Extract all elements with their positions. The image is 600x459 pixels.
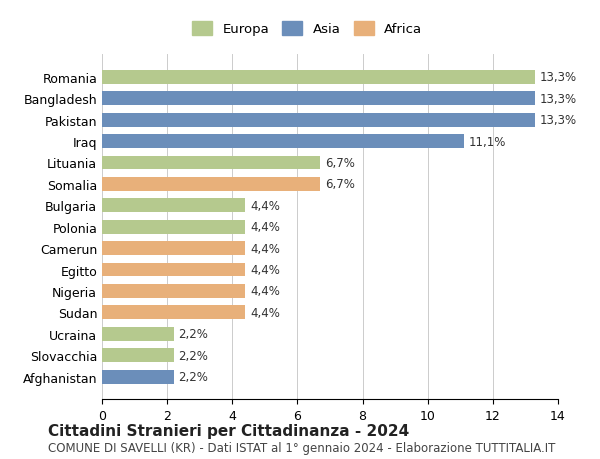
Text: 4,4%: 4,4% <box>250 263 280 276</box>
Text: 4,4%: 4,4% <box>250 221 280 234</box>
Bar <box>102 370 173 384</box>
Bar <box>102 92 535 106</box>
Bar <box>102 178 320 191</box>
Text: 6,7%: 6,7% <box>325 178 355 191</box>
Text: 2,2%: 2,2% <box>179 370 208 383</box>
Bar <box>102 327 173 341</box>
Text: 13,3%: 13,3% <box>540 93 577 106</box>
Legend: Europa, Asia, Africa: Europa, Asia, Africa <box>187 17 428 42</box>
Bar <box>102 220 245 234</box>
Text: Cittadini Stranieri per Cittadinanza - 2024: Cittadini Stranieri per Cittadinanza - 2… <box>48 423 409 438</box>
Bar <box>102 306 245 319</box>
Bar <box>102 199 245 213</box>
Bar <box>102 263 245 277</box>
Bar <box>102 71 535 84</box>
Bar <box>102 241 245 256</box>
Bar <box>102 135 464 149</box>
Text: 13,3%: 13,3% <box>540 71 577 84</box>
Bar <box>102 156 320 170</box>
Text: 4,4%: 4,4% <box>250 306 280 319</box>
Text: 13,3%: 13,3% <box>540 114 577 127</box>
Text: 4,4%: 4,4% <box>250 285 280 298</box>
Bar <box>102 113 535 127</box>
Text: 2,2%: 2,2% <box>179 349 208 362</box>
Text: 4,4%: 4,4% <box>250 199 280 213</box>
Text: 6,7%: 6,7% <box>325 157 355 170</box>
Text: COMUNE DI SAVELLI (KR) - Dati ISTAT al 1° gennaio 2024 - Elaborazione TUTTITALIA: COMUNE DI SAVELLI (KR) - Dati ISTAT al 1… <box>48 442 556 454</box>
Bar <box>102 284 245 298</box>
Bar <box>102 348 173 362</box>
Text: 4,4%: 4,4% <box>250 242 280 255</box>
Text: 2,2%: 2,2% <box>179 328 208 341</box>
Text: 11,1%: 11,1% <box>469 135 506 148</box>
